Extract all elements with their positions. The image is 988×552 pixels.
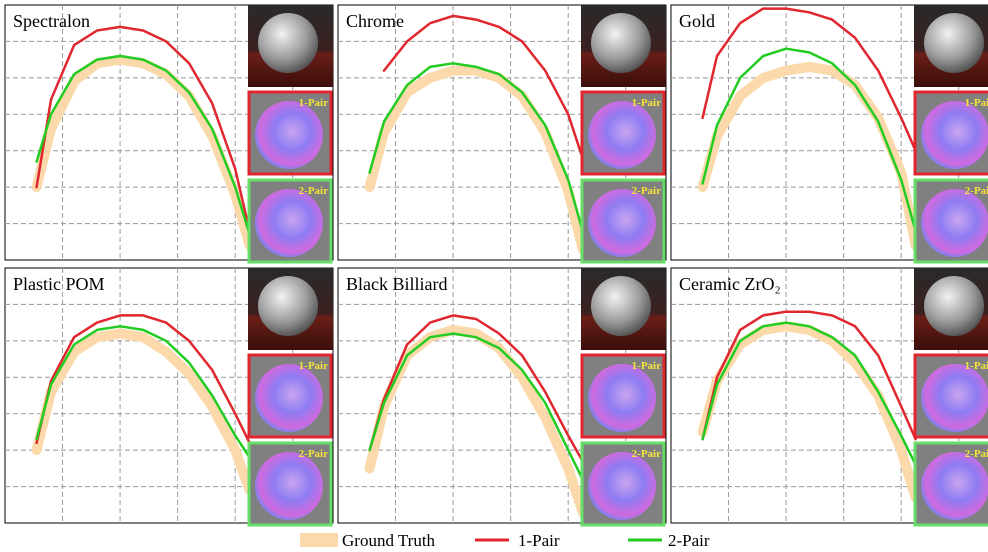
- inset-label: 1-Pair: [632, 360, 661, 372]
- panel-title: Black Billiard: [346, 274, 447, 294]
- panel-title: Spectralon: [13, 11, 90, 31]
- panel: 1-Pair 2-Pair Black Billiard: [338, 268, 666, 525]
- inset-label: 2-Pair: [965, 185, 988, 197]
- normal-sphere: [255, 452, 323, 520]
- inset-label: 2-Pair: [632, 448, 661, 460]
- normal-sphere: [921, 189, 988, 257]
- panel: 1-Pair 2-Pair Ceramic ZrO₂: [671, 268, 988, 525]
- sphere: [258, 276, 318, 336]
- normal-sphere: [588, 364, 656, 432]
- panel: 1-Pair 2-Pair Gold: [671, 5, 988, 262]
- inset-label: 2-Pair: [632, 185, 661, 197]
- normal-sphere: [921, 364, 988, 432]
- sphere: [924, 13, 984, 73]
- sphere: [924, 276, 984, 336]
- normal-sphere: [921, 101, 988, 169]
- normal-sphere: [588, 189, 656, 257]
- inset-label: 1-Pair: [632, 97, 661, 109]
- normal-sphere: [588, 101, 656, 169]
- panel: 1-Pair 2-Pair Plastic POM: [5, 268, 333, 525]
- panel-title: Ceramic ZrO₂: [679, 274, 781, 294]
- inset-label: 2-Pair: [965, 448, 988, 460]
- inset-label: 1-Pair: [299, 360, 328, 372]
- inset-label: 1-Pair: [965, 360, 988, 372]
- sphere: [258, 13, 318, 73]
- legend-label: 1-Pair: [518, 531, 560, 550]
- panel-title: Chrome: [346, 11, 404, 31]
- panel-title: Gold: [679, 11, 715, 31]
- normal-sphere: [921, 452, 988, 520]
- panel-title: Plastic POM: [13, 274, 105, 294]
- inset-label: 2-Pair: [299, 448, 328, 460]
- legend-label: 2-Pair: [668, 531, 710, 550]
- figure: 1-Pair 2-Pair Spectralon 1-Pair 2-Pair Chrome…: [0, 0, 988, 552]
- normal-sphere: [255, 364, 323, 432]
- legend-label: Ground Truth: [342, 531, 436, 550]
- panel: 1-Pair 2-Pair Spectralon: [5, 5, 333, 262]
- inset-label: 2-Pair: [299, 185, 328, 197]
- normal-sphere: [255, 189, 323, 257]
- sphere: [591, 13, 651, 73]
- inset-label: 1-Pair: [965, 97, 988, 109]
- inset-label: 1-Pair: [299, 97, 328, 109]
- panel: 1-Pair 2-Pair Chrome: [338, 5, 666, 262]
- normal-sphere: [255, 101, 323, 169]
- normal-sphere: [588, 452, 656, 520]
- sphere: [591, 276, 651, 336]
- legend-swatch: [300, 533, 338, 547]
